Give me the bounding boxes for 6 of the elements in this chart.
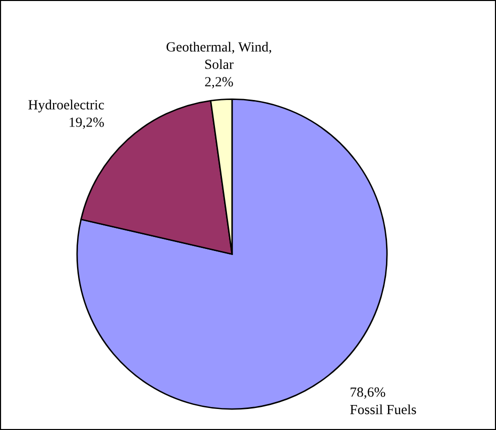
data-label: 2,2% (205, 77, 233, 88)
data-label: 78,6% (350, 387, 386, 399)
slice-label: Fossil Fuels (350, 404, 416, 414)
slice-label: Geothermal, Wind, Solar (166, 42, 272, 70)
data-label: 19,2% (70, 118, 104, 129)
slice-label: Hydroelectric (28, 100, 104, 112)
